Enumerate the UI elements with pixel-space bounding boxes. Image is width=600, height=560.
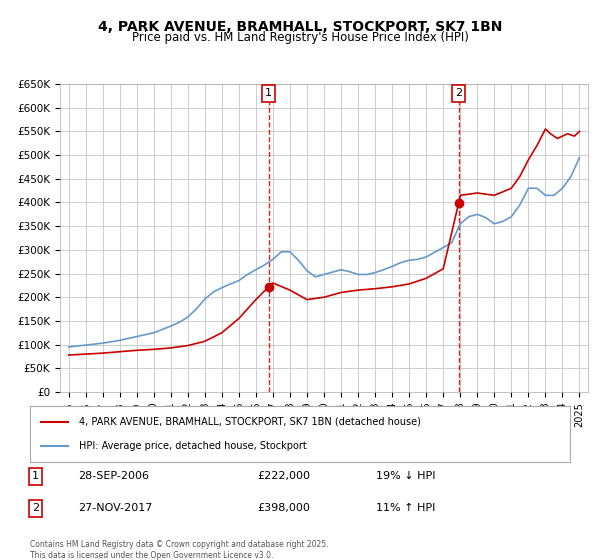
Text: 27-NOV-2017: 27-NOV-2017 bbox=[79, 503, 153, 514]
Text: Price paid vs. HM Land Registry's House Price Index (HPI): Price paid vs. HM Land Registry's House … bbox=[131, 31, 469, 44]
Text: 28-SEP-2006: 28-SEP-2006 bbox=[79, 471, 149, 481]
Text: 1: 1 bbox=[32, 471, 39, 481]
Text: 4, PARK AVENUE, BRAMHALL, STOCKPORT, SK7 1BN: 4, PARK AVENUE, BRAMHALL, STOCKPORT, SK7… bbox=[98, 20, 502, 34]
Text: Contains HM Land Registry data © Crown copyright and database right 2025.
This d: Contains HM Land Registry data © Crown c… bbox=[30, 540, 329, 560]
Text: 2: 2 bbox=[32, 503, 39, 514]
Text: 1: 1 bbox=[265, 88, 272, 99]
Text: 19% ↓ HPI: 19% ↓ HPI bbox=[376, 471, 435, 481]
Text: £222,000: £222,000 bbox=[257, 471, 310, 481]
Text: 11% ↑ HPI: 11% ↑ HPI bbox=[376, 503, 435, 514]
Text: £398,000: £398,000 bbox=[257, 503, 310, 514]
Text: HPI: Average price, detached house, Stockport: HPI: Average price, detached house, Stoc… bbox=[79, 441, 307, 451]
Text: 4, PARK AVENUE, BRAMHALL, STOCKPORT, SK7 1BN (detached house): 4, PARK AVENUE, BRAMHALL, STOCKPORT, SK7… bbox=[79, 417, 421, 427]
Text: 2: 2 bbox=[455, 88, 462, 99]
